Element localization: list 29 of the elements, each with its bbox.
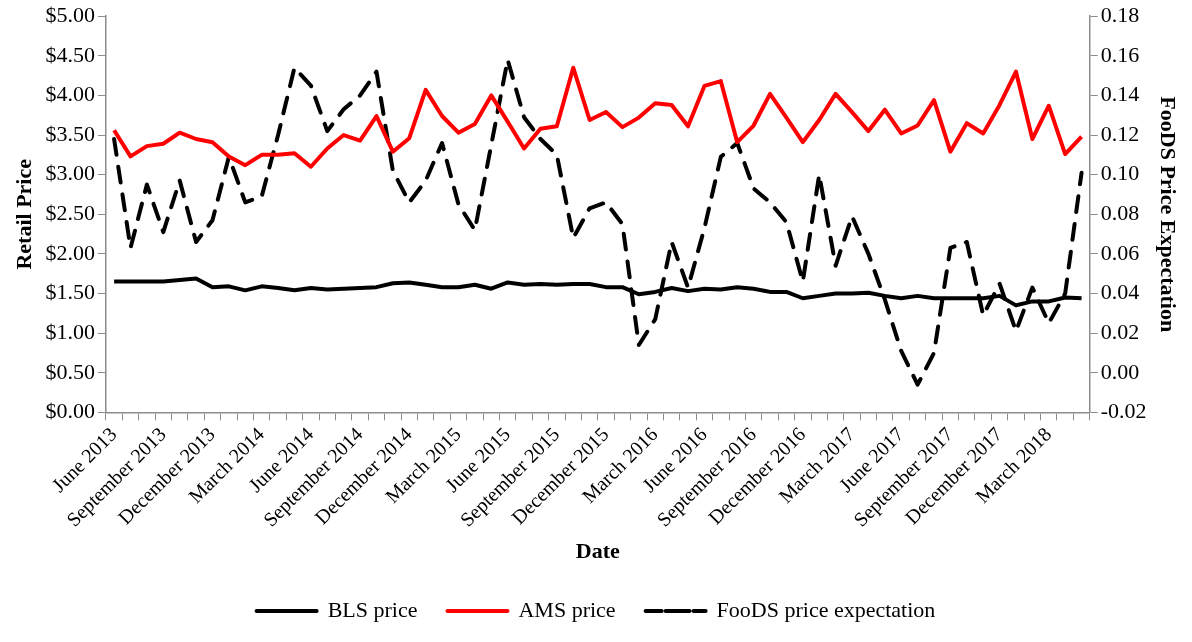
y-tick-label: $4.00	[45, 81, 95, 107]
y-tick-label: $0.00	[45, 398, 95, 424]
legend-label: BLS price	[327, 596, 418, 622]
y-axis-title: Retail Price	[10, 158, 36, 270]
y2-tick-label: 0.18	[1100, 1, 1140, 27]
y-tick-label: $1.50	[45, 279, 95, 305]
y2-tick-label: 0.12	[1100, 120, 1140, 146]
y2-tick-label: 0.14	[1100, 81, 1140, 107]
legend-label: FooDS price expectation	[716, 596, 936, 622]
y-tick-label: $3.00	[45, 160, 95, 186]
y-tick-label: $5.00	[45, 1, 95, 27]
y-tick-label: $3.50	[45, 120, 95, 146]
y2-tick-label: 0.06	[1100, 239, 1140, 265]
line-series	[112, 57, 1084, 387]
y-tick-label: $4.50	[45, 41, 95, 67]
y-tick-label: $0.50	[45, 358, 95, 384]
y2-tick-label: 0.02	[1100, 318, 1140, 344]
y2-axis-title: FooDS Price Expectation	[1156, 96, 1182, 333]
y2-tick-label: 0.04	[1100, 279, 1140, 305]
y-tick-label: $2.00	[45, 239, 95, 265]
x-axis-title: Date	[575, 538, 621, 564]
y2-tick-label: 0.08	[1100, 200, 1140, 226]
y2-tick-label: 0.16	[1100, 41, 1140, 67]
legend-label: AMS price	[518, 596, 616, 622]
y2-tick-label: -0.02	[1100, 398, 1147, 424]
y2-tick-label: 0.10	[1100, 160, 1140, 186]
y-tick-label: $1.00	[45, 318, 95, 344]
y-tick-label: $2.50	[45, 200, 95, 226]
y2-tick-label: 0.00	[1100, 358, 1140, 384]
